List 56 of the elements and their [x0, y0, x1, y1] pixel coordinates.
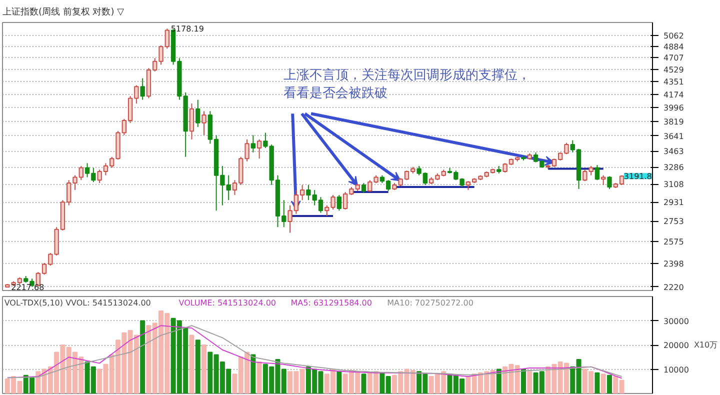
- candlestick: [196, 99, 200, 128]
- candlestick: [607, 176, 612, 190]
- y-tick-label: 3641: [664, 132, 684, 141]
- annotation: VOLUME: 541513024.00: [178, 298, 276, 308]
- y-axis-title: X10万: [694, 340, 718, 350]
- y-tick-label: 3286: [664, 163, 684, 172]
- y-tick-label: 2398: [664, 259, 684, 268]
- annotation: 2217.68: [11, 283, 44, 292]
- bar: [189, 334, 194, 394]
- y-tick-label: 2220: [664, 282, 684, 292]
- y-tick-label: 2753: [664, 217, 684, 226]
- y-tick-label: 2575: [664, 238, 684, 247]
- chart-title: 上证指数(周线 前复权 对数) ▽: [2, 6, 124, 18]
- bar: [607, 374, 612, 394]
- candlestick: [594, 164, 600, 181]
- y-tick-label: 4707: [664, 54, 684, 63]
- candlestick: [361, 182, 366, 194]
- bar: [527, 371, 532, 394]
- candlestick: [189, 103, 194, 140]
- candlestick: [202, 110, 206, 136]
- bar: [202, 344, 207, 394]
- y-tick-label: 4174: [664, 90, 684, 100]
- y-tick-label: 3996: [664, 104, 684, 113]
- y-tick-label: 3108: [664, 180, 684, 190]
- annotation: 看看是否会被跌破: [283, 86, 388, 102]
- candlestick: [250, 134, 256, 153]
- bar: [496, 368, 502, 394]
- candlestick: [336, 194, 342, 212]
- candlestick: [256, 138, 262, 160]
- bar: [140, 320, 146, 394]
- y-tick-label: 4884: [664, 42, 684, 52]
- y-tick-label: 3463: [664, 147, 684, 156]
- annotation: 上涨不言顶，关注每次回调形成的支撑位，: [283, 67, 530, 84]
- y-tick-label: 2931: [664, 198, 684, 208]
- annotation: MA5: 631291584.00: [290, 298, 372, 308]
- bar: [361, 374, 366, 394]
- annotation: MA10: 702750272.00: [387, 298, 474, 308]
- y-tick-label: 3819: [664, 117, 684, 126]
- bar: [336, 371, 342, 394]
- y-tick-label: 5062: [664, 32, 684, 41]
- y-tick-label: 30000: [664, 316, 689, 326]
- y-tick-label: 4351: [664, 78, 684, 87]
- y-tick-label: 10000: [664, 365, 689, 374]
- annotation: VOL-TDX(5,10) VVOL: 541513024.00: [4, 298, 151, 308]
- y-tick-label: 4529: [664, 65, 684, 74]
- bar: [195, 340, 200, 394]
- bar: [520, 368, 526, 394]
- bar: [594, 372, 600, 394]
- candlestick: [601, 174, 606, 186]
- candlestick: [140, 78, 145, 100]
- annotation: 5178.19: [170, 24, 204, 34]
- annotation: 3191.8: [624, 172, 652, 182]
- bar: [256, 361, 262, 394]
- bar: [600, 374, 606, 394]
- y-tick-label: 20000: [664, 341, 689, 350]
- bar: [250, 354, 256, 394]
